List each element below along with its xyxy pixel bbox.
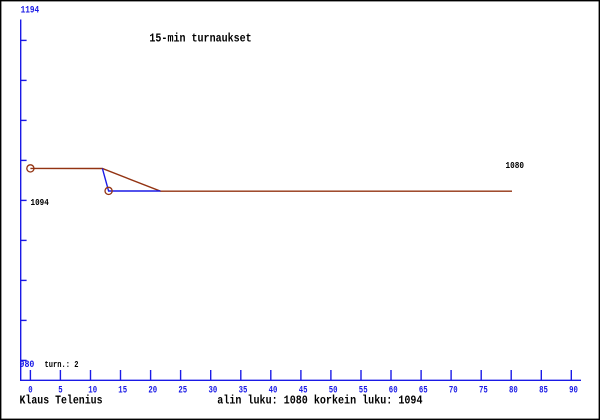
svg-text:1194: 1194: [21, 4, 40, 15]
svg-text:60: 60: [389, 384, 398, 395]
svg-text:35: 35: [239, 384, 248, 395]
svg-text:alin luku: 1080 korkein luku:: alin luku: 1080 korkein luku: 1094: [217, 395, 422, 408]
svg-text:90: 90: [569, 384, 578, 395]
svg-text:20: 20: [148, 384, 157, 395]
svg-text:15-min turnaukset: 15-min turnaukset: [149, 33, 251, 46]
svg-text:10: 10: [88, 384, 97, 395]
svg-text:1094: 1094: [31, 197, 50, 208]
svg-text:980: 980: [20, 359, 35, 370]
svg-text:turn.: 2: turn.: 2: [45, 359, 79, 370]
svg-text:45: 45: [299, 384, 308, 395]
svg-text:40: 40: [269, 384, 278, 395]
svg-text:5: 5: [58, 384, 63, 395]
svg-text:50: 50: [329, 384, 338, 395]
svg-text:70: 70: [449, 384, 458, 395]
svg-text:30: 30: [209, 384, 218, 395]
svg-text:55: 55: [359, 384, 368, 395]
svg-text:Klaus Telenius: Klaus Telenius: [20, 395, 103, 408]
svg-text:85: 85: [539, 384, 548, 395]
svg-text:80: 80: [509, 384, 518, 395]
svg-text:75: 75: [479, 384, 488, 395]
svg-text:1080: 1080: [506, 160, 525, 171]
svg-text:15: 15: [118, 384, 127, 395]
svg-text:65: 65: [419, 384, 428, 395]
svg-text:25: 25: [178, 384, 187, 395]
svg-text:0: 0: [28, 384, 33, 395]
